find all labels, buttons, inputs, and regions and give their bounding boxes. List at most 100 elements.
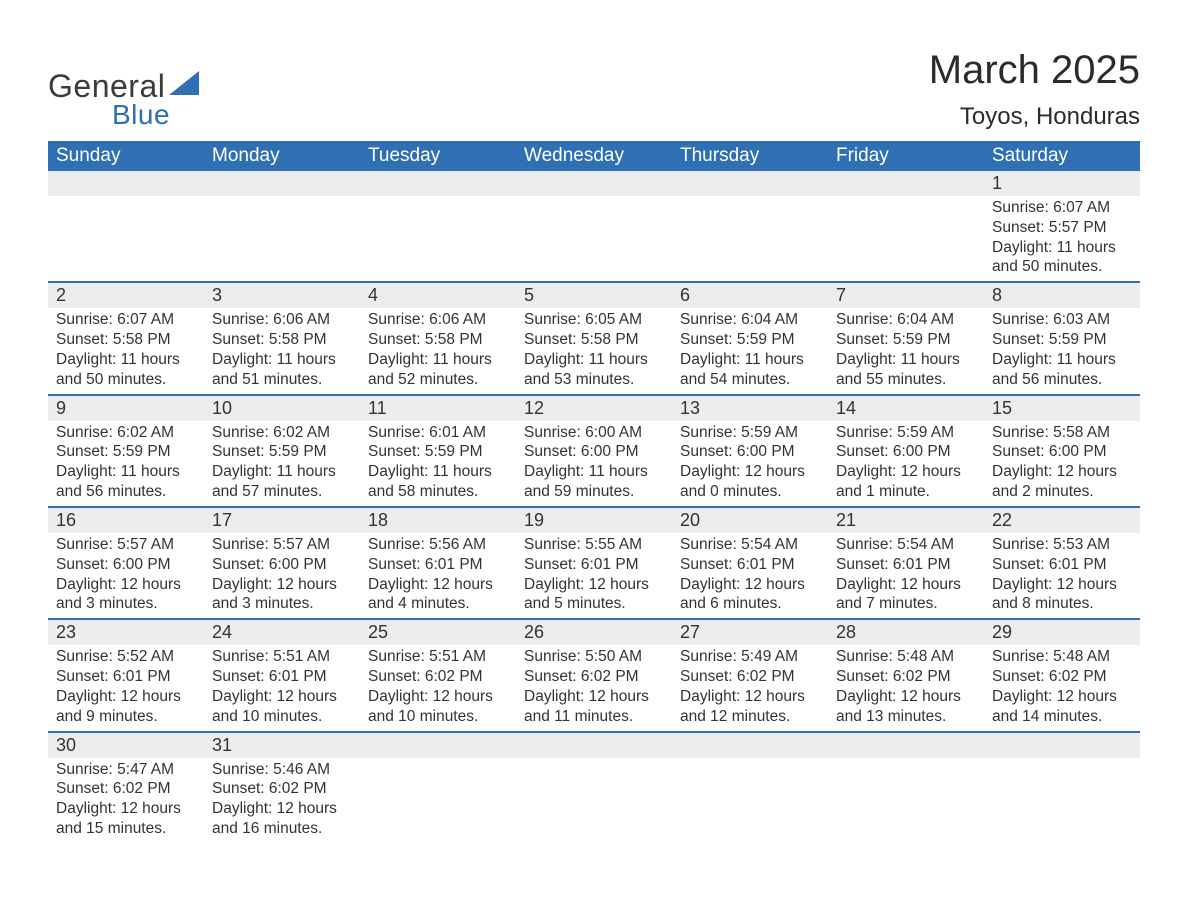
day-number — [516, 171, 672, 193]
day-data — [48, 196, 204, 222]
day-number: 5 — [516, 283, 672, 308]
day-number — [828, 171, 984, 193]
day-number: 23 — [48, 620, 204, 645]
day-data: Sunrise: 5:48 AMSunset: 6:02 PMDaylight:… — [828, 645, 984, 730]
day-number: 27 — [672, 620, 828, 645]
calendar-body: 1 Sunrise: 6:07 AMSunset: 5:57 PMDayligh… — [48, 171, 1140, 843]
day-number: 26 — [516, 620, 672, 645]
weekday-header: Thursday — [672, 141, 828, 171]
day-data — [360, 196, 516, 222]
day-number: 12 — [516, 396, 672, 421]
day-number: 1 — [984, 171, 1140, 196]
day-data — [516, 758, 672, 784]
day-data — [828, 758, 984, 784]
calendar-table: SundayMondayTuesdayWednesdayThursdayFrid… — [48, 141, 1140, 843]
day-data: Sunrise: 5:49 AMSunset: 6:02 PMDaylight:… — [672, 645, 828, 730]
day-number — [828, 733, 984, 755]
day-number — [360, 171, 516, 193]
day-number: 21 — [828, 508, 984, 533]
day-data — [204, 196, 360, 222]
day-data: Sunrise: 5:57 AMSunset: 6:00 PMDaylight:… — [48, 533, 204, 618]
day-data: Sunrise: 6:06 AMSunset: 5:58 PMDaylight:… — [360, 308, 516, 393]
day-data: Sunrise: 5:59 AMSunset: 6:00 PMDaylight:… — [828, 421, 984, 506]
brand-word-blue: Blue — [112, 99, 170, 131]
day-number: 6 — [672, 283, 828, 308]
day-data — [360, 758, 516, 784]
day-data: Sunrise: 6:05 AMSunset: 5:58 PMDaylight:… — [516, 308, 672, 393]
day-data: Sunrise: 6:02 AMSunset: 5:59 PMDaylight:… — [204, 421, 360, 506]
day-number — [672, 171, 828, 193]
day-data: Sunrise: 5:54 AMSunset: 6:01 PMDaylight:… — [672, 533, 828, 618]
day-number: 19 — [516, 508, 672, 533]
day-number — [984, 733, 1140, 755]
day-number: 14 — [828, 396, 984, 421]
day-data: Sunrise: 6:00 AMSunset: 6:00 PMDaylight:… — [516, 421, 672, 506]
day-data: Sunrise: 6:07 AMSunset: 5:57 PMDaylight:… — [984, 196, 1140, 281]
day-number: 28 — [828, 620, 984, 645]
weekday-header: Tuesday — [360, 141, 516, 171]
day-number — [360, 733, 516, 755]
day-data — [672, 758, 828, 784]
page: General Blue March 2025 Toyos, Honduras … — [0, 0, 1188, 843]
day-number: 31 — [204, 733, 360, 758]
month-title: March 2025 — [929, 48, 1140, 93]
day-data: Sunrise: 5:47 AMSunset: 6:02 PMDaylight:… — [48, 758, 204, 843]
day-number: 11 — [360, 396, 516, 421]
day-number: 29 — [984, 620, 1140, 645]
day-number: 4 — [360, 283, 516, 308]
day-number: 15 — [984, 396, 1140, 421]
day-data — [672, 196, 828, 222]
day-number — [204, 171, 360, 193]
day-number: 22 — [984, 508, 1140, 533]
day-data: Sunrise: 5:53 AMSunset: 6:01 PMDaylight:… — [984, 533, 1140, 618]
day-data: Sunrise: 5:46 AMSunset: 6:02 PMDaylight:… — [204, 758, 360, 843]
day-number: 2 — [48, 283, 204, 308]
day-number: 13 — [672, 396, 828, 421]
day-data: Sunrise: 6:04 AMSunset: 5:59 PMDaylight:… — [828, 308, 984, 393]
day-data: Sunrise: 6:03 AMSunset: 5:59 PMDaylight:… — [984, 308, 1140, 393]
day-number: 9 — [48, 396, 204, 421]
day-number: 18 — [360, 508, 516, 533]
day-number — [48, 171, 204, 193]
day-data: Sunrise: 6:07 AMSunset: 5:58 PMDaylight:… — [48, 308, 204, 393]
day-number: 25 — [360, 620, 516, 645]
day-number: 24 — [204, 620, 360, 645]
sail-icon — [169, 71, 203, 102]
day-data: Sunrise: 5:48 AMSunset: 6:02 PMDaylight:… — [984, 645, 1140, 730]
day-number: 30 — [48, 733, 204, 758]
header: General Blue March 2025 Toyos, Honduras — [48, 48, 1140, 131]
day-data: Sunrise: 6:02 AMSunset: 5:59 PMDaylight:… — [48, 421, 204, 506]
day-data — [984, 758, 1140, 784]
day-data: Sunrise: 5:50 AMSunset: 6:02 PMDaylight:… — [516, 645, 672, 730]
day-data: Sunrise: 5:55 AMSunset: 6:01 PMDaylight:… — [516, 533, 672, 618]
day-number: 17 — [204, 508, 360, 533]
day-data: Sunrise: 5:54 AMSunset: 6:01 PMDaylight:… — [828, 533, 984, 618]
weekday-header: Wednesday — [516, 141, 672, 171]
day-data: Sunrise: 6:06 AMSunset: 5:58 PMDaylight:… — [204, 308, 360, 393]
day-data — [516, 196, 672, 222]
day-data — [828, 196, 984, 222]
day-number — [516, 733, 672, 755]
day-data: Sunrise: 5:51 AMSunset: 6:02 PMDaylight:… — [360, 645, 516, 730]
day-data: Sunrise: 5:52 AMSunset: 6:01 PMDaylight:… — [48, 645, 204, 730]
day-data: Sunrise: 5:51 AMSunset: 6:01 PMDaylight:… — [204, 645, 360, 730]
weekday-header: Monday — [204, 141, 360, 171]
day-number: 7 — [828, 283, 984, 308]
day-number: 16 — [48, 508, 204, 533]
day-number: 8 — [984, 283, 1140, 308]
day-data: Sunrise: 5:59 AMSunset: 6:00 PMDaylight:… — [672, 421, 828, 506]
title-block: March 2025 Toyos, Honduras — [929, 48, 1140, 131]
brand-logo: General Blue — [48, 68, 203, 131]
day-data: Sunrise: 6:01 AMSunset: 5:59 PMDaylight:… — [360, 421, 516, 506]
calendar-header-row: SundayMondayTuesdayWednesdayThursdayFrid… — [48, 141, 1140, 171]
weekday-header: Sunday — [48, 141, 204, 171]
day-number: 20 — [672, 508, 828, 533]
day-number: 10 — [204, 396, 360, 421]
day-number: 3 — [204, 283, 360, 308]
weekday-header: Saturday — [984, 141, 1140, 171]
weekday-header: Friday — [828, 141, 984, 171]
day-number — [672, 733, 828, 755]
day-data: Sunrise: 5:58 AMSunset: 6:00 PMDaylight:… — [984, 421, 1140, 506]
day-data: Sunrise: 6:04 AMSunset: 5:59 PMDaylight:… — [672, 308, 828, 393]
day-data: Sunrise: 5:57 AMSunset: 6:00 PMDaylight:… — [204, 533, 360, 618]
